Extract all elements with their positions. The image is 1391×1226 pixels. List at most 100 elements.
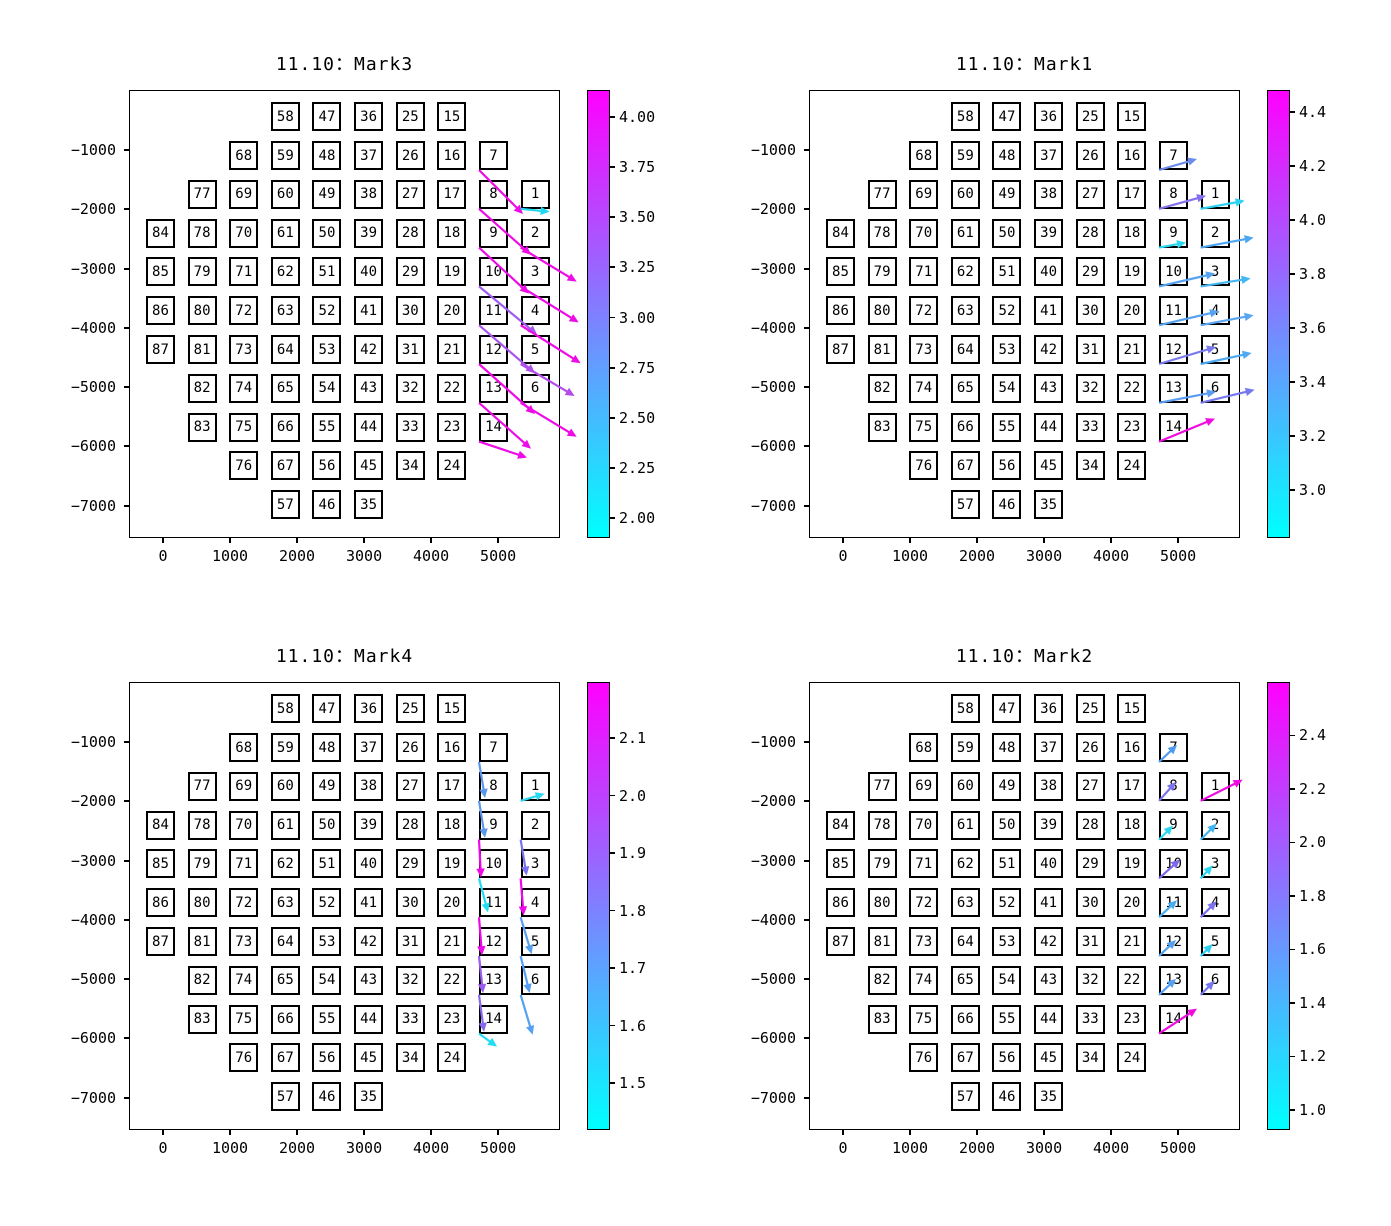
- detector-box-43: 43: [354, 373, 384, 403]
- y-tick-label: −1000: [750, 733, 796, 752]
- colorbar-tick-mark: [1290, 734, 1295, 737]
- colorbar-tick-label: 1.5: [619, 1074, 647, 1093]
- x-tick-mark: [1110, 1130, 1112, 1135]
- x-tick-mark: [1043, 538, 1045, 543]
- detector-box-14: 14: [479, 1004, 508, 1034]
- detector-box-26: 26: [1075, 141, 1105, 170]
- detector-box-47: 47: [992, 694, 1022, 724]
- detector-box-64: 64: [950, 335, 980, 364]
- detector-box-46: 46: [312, 490, 342, 520]
- colorbar-tick-label: 4.0: [1299, 211, 1327, 229]
- detector-box-13: 13: [479, 373, 508, 403]
- colorbar-tick-label: 2.25: [619, 458, 656, 477]
- detector-box-60: 60: [950, 771, 980, 801]
- detector-box-25: 25: [1075, 694, 1105, 724]
- detector-box-71: 71: [909, 849, 939, 879]
- colorbar-tick-label: 1.8: [1299, 886, 1327, 905]
- detector-box-68: 68: [229, 141, 259, 170]
- y-tick-mark: [124, 326, 129, 329]
- detector-box-3: 3: [520, 849, 550, 879]
- colorbar-tick-mark: [610, 466, 615, 469]
- subplot-mark1: 11.10：Mark1: [680, 0, 1391, 634]
- detector-box-54: 54: [312, 965, 342, 995]
- detector-box-38: 38: [354, 771, 384, 801]
- detector-box-2: 2: [1200, 218, 1230, 248]
- y-tick-mark: [804, 859, 809, 862]
- colorbar-tick-mark: [610, 216, 615, 219]
- y-tick-label: −6000: [70, 1029, 116, 1048]
- detector-box-20: 20: [1117, 888, 1147, 918]
- detector-box-3: 3: [1200, 257, 1230, 287]
- detector-box-49: 49: [992, 179, 1022, 209]
- colorbar-tick-mark: [610, 909, 615, 912]
- detector-box-37: 37: [354, 141, 384, 170]
- y-tick-label: −2000: [70, 200, 116, 219]
- detector-box-61: 61: [270, 810, 300, 840]
- detector-box-39: 39: [354, 218, 384, 248]
- detector-box-44: 44: [354, 1004, 384, 1034]
- detector-box-65: 65: [950, 965, 980, 995]
- detector-box-46: 46: [992, 1082, 1022, 1112]
- colorbar-tick-mark: [610, 366, 615, 369]
- y-tick-mark: [124, 1037, 129, 1040]
- detector-box-64: 64: [270, 335, 300, 364]
- detector-box-77: 77: [867, 179, 897, 209]
- y-tick-label: −7000: [70, 496, 116, 515]
- colorbar-tick-label: 2.2: [1299, 779, 1327, 798]
- colorbar-tick-mark: [1290, 489, 1295, 491]
- detector-box-53: 53: [312, 927, 342, 956]
- y-tick-mark: [124, 504, 129, 507]
- colorbar-tick-mark: [610, 852, 615, 854]
- detector-box-18: 18: [437, 218, 467, 248]
- detector-box-72: 72: [909, 296, 939, 326]
- detector-box-14: 14: [1159, 1004, 1188, 1034]
- y-tick-label: −2000: [750, 200, 796, 219]
- x-tick-label: 1000: [211, 1139, 249, 1157]
- x-tick-label: 3000: [345, 547, 383, 565]
- detector-box-47: 47: [312, 694, 342, 724]
- x-tick-mark: [909, 1130, 911, 1135]
- detector-box-58: 58: [270, 694, 300, 724]
- detector-box-34: 34: [395, 451, 425, 481]
- detector-box-25: 25: [395, 694, 425, 724]
- detector-box-70: 70: [909, 810, 939, 840]
- detector-box-7: 7: [479, 733, 508, 762]
- detector-box-64: 64: [270, 927, 300, 956]
- detector-box-9: 9: [1159, 810, 1188, 840]
- detector-box-81: 81: [187, 335, 217, 364]
- x-tick-label: 5000: [1160, 1139, 1197, 1157]
- plot-title-mark1: 11.10：Mark1: [955, 54, 1094, 75]
- detector-box-54: 54: [992, 965, 1022, 995]
- detector-box-62: 62: [950, 849, 980, 879]
- detector-box-40: 40: [1034, 257, 1064, 287]
- detector-box-4: 4: [1200, 296, 1230, 326]
- detector-box-33: 33: [395, 412, 425, 442]
- colorbar-tick-label: 3.4: [1299, 372, 1327, 391]
- x-tick-label: 0: [158, 1139, 168, 1157]
- detector-box-83: 83: [867, 1004, 897, 1034]
- detector-box-22: 22: [437, 965, 467, 995]
- detector-box-71: 71: [909, 257, 939, 287]
- detector-box-69: 69: [229, 771, 259, 801]
- detector-box-83: 83: [867, 412, 897, 442]
- detector-box-59: 59: [950, 141, 980, 170]
- detector-box-16: 16: [437, 141, 467, 170]
- y-tick-label: −5000: [750, 970, 796, 989]
- detector-box-53: 53: [992, 335, 1022, 364]
- detector-box-62: 62: [950, 257, 980, 287]
- detector-box-84: 84: [825, 218, 855, 248]
- detector-box-21: 21: [1117, 927, 1147, 956]
- detector-box-32: 32: [1075, 965, 1105, 995]
- x-tick-mark: [1177, 1130, 1180, 1135]
- detector-box-25: 25: [395, 102, 425, 132]
- detector-box-34: 34: [1075, 451, 1105, 481]
- detector-box-2: 2: [520, 218, 550, 248]
- detector-box-82: 82: [867, 373, 897, 403]
- detector-box-31: 31: [395, 927, 425, 956]
- detector-box-86: 86: [145, 296, 175, 326]
- y-tick-label: −1000: [70, 141, 116, 160]
- plot-axes-mark4: [129, 682, 560, 1130]
- detector-box-24: 24: [437, 451, 467, 481]
- detector-box-87: 87: [825, 335, 855, 364]
- detector-box-54: 54: [992, 373, 1022, 403]
